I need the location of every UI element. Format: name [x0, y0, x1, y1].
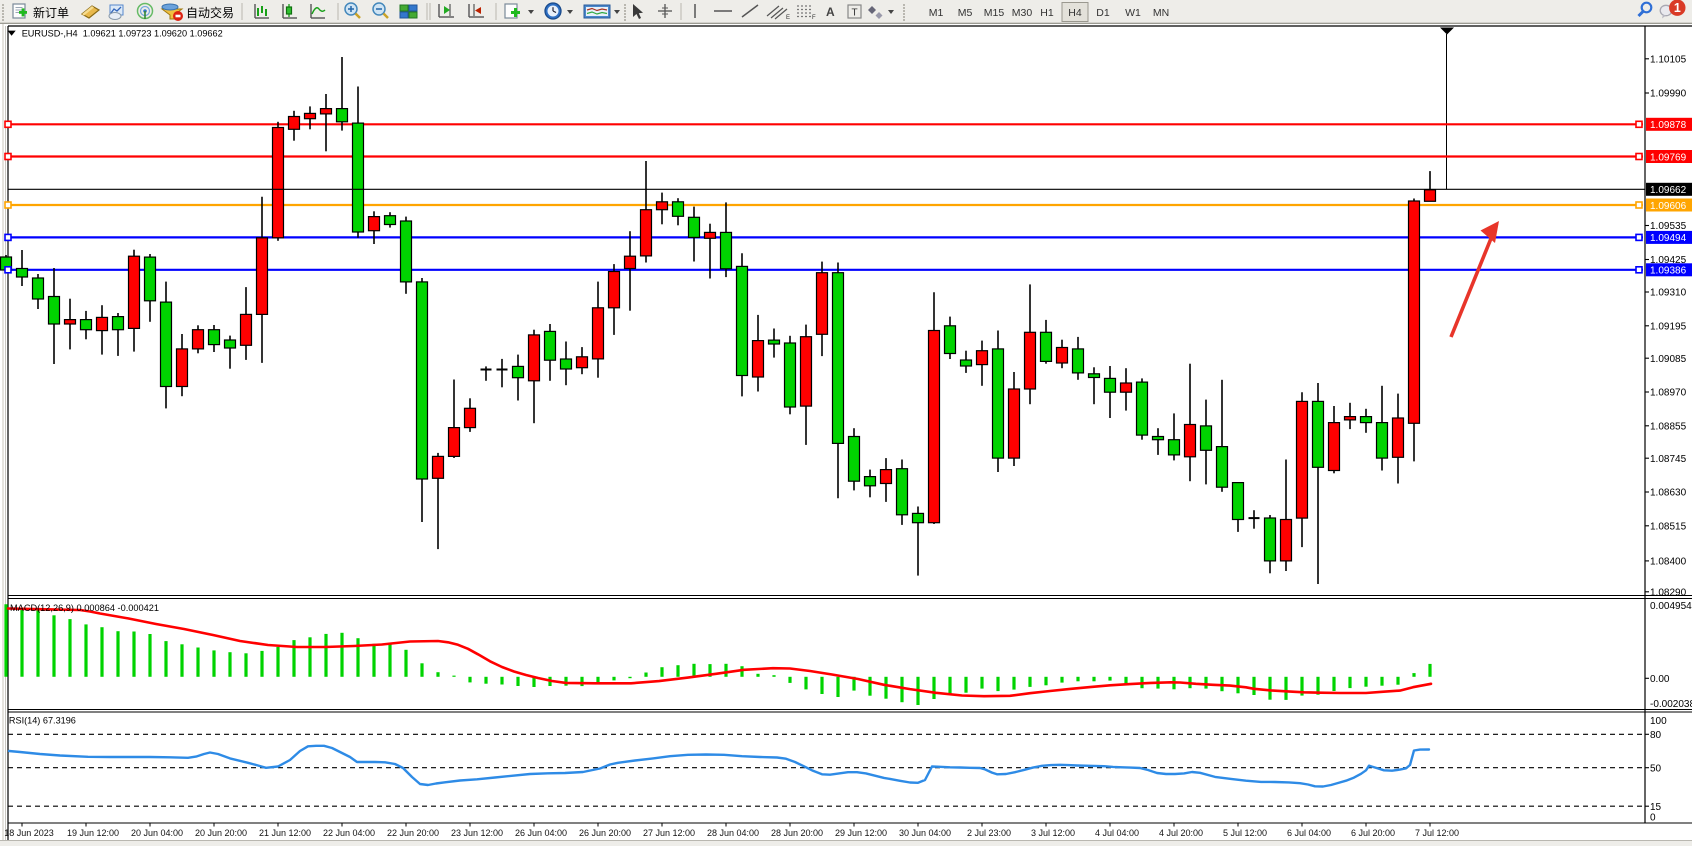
svg-text:19 Jun 12:00: 19 Jun 12:00: [67, 828, 119, 838]
svg-text:20 Jun 04:00: 20 Jun 04:00: [131, 828, 183, 838]
svg-text:M30: M30: [1012, 7, 1033, 19]
svg-text:22 Jun 20:00: 22 Jun 20:00: [387, 828, 439, 838]
svg-text:27 Jun 12:00: 27 Jun 12:00: [643, 828, 695, 838]
svg-text:1.08290: 1.08290: [1650, 587, 1687, 598]
svg-text:1.09085: 1.09085: [1650, 354, 1687, 365]
svg-text:3 Jul 12:00: 3 Jul 12:00: [1031, 828, 1075, 838]
svg-text:2 Jul 23:00: 2 Jul 23:00: [967, 828, 1011, 838]
svg-text:1.09990: 1.09990: [1650, 89, 1687, 100]
svg-text:T: T: [851, 8, 857, 19]
svg-text:26 Jun 20:00: 26 Jun 20:00: [579, 828, 631, 838]
svg-text:28 Jun 04:00: 28 Jun 04:00: [707, 828, 759, 838]
svg-text:5 Jul 12:00: 5 Jul 12:00: [1223, 828, 1267, 838]
svg-text:1.09386: 1.09386: [1650, 266, 1687, 277]
svg-text:7 Jul 12:00: 7 Jul 12:00: [1415, 828, 1459, 838]
svg-text:1.08745: 1.08745: [1650, 454, 1687, 465]
svg-text:H1: H1: [1040, 7, 1054, 19]
svg-text:4 Jul 20:00: 4 Jul 20:00: [1159, 828, 1203, 838]
svg-text:1.09310: 1.09310: [1650, 288, 1687, 299]
svg-text:22 Jun 04:00: 22 Jun 04:00: [323, 828, 375, 838]
svg-text:18 Jun 2023: 18 Jun 2023: [4, 828, 54, 838]
svg-text:新订单: 新订单: [33, 5, 69, 20]
svg-text:A: A: [826, 5, 835, 19]
svg-text:1.09662: 1.09662: [1650, 185, 1687, 196]
svg-text:30 Jun 04:00: 30 Jun 04:00: [899, 828, 951, 838]
svg-text:1.08515: 1.08515: [1650, 521, 1687, 532]
svg-text:1.08630: 1.08630: [1650, 488, 1687, 499]
svg-text:15: 15: [1650, 802, 1662, 813]
svg-text:1.09494: 1.09494: [1650, 233, 1687, 244]
svg-text:23 Jun 12:00: 23 Jun 12:00: [451, 828, 503, 838]
svg-text:28 Jun 20:00: 28 Jun 20:00: [771, 828, 823, 838]
svg-text:1: 1: [1674, 1, 1681, 15]
svg-text:H4: H4: [1068, 7, 1082, 19]
svg-text:1.09535: 1.09535: [1650, 221, 1687, 232]
svg-text:1.09769: 1.09769: [1650, 152, 1687, 163]
svg-text:M1: M1: [929, 7, 944, 19]
svg-text:4 Jul 04:00: 4 Jul 04:00: [1095, 828, 1139, 838]
svg-text:1.10105: 1.10105: [1650, 54, 1687, 65]
svg-text:自动交易: 自动交易: [186, 5, 234, 20]
svg-text:1.08400: 1.08400: [1650, 557, 1687, 568]
svg-text:W1: W1: [1125, 7, 1141, 19]
svg-text:0: 0: [1650, 813, 1656, 824]
svg-text:6 Jul 04:00: 6 Jul 04:00: [1287, 828, 1331, 838]
svg-text:MACD(12,26,9) 0.000864 -0.0004: MACD(12,26,9) 0.000864 -0.000421: [10, 603, 159, 613]
svg-text:1.09195: 1.09195: [1650, 321, 1687, 332]
svg-text:1.08855: 1.08855: [1650, 421, 1687, 432]
svg-text:26 Jun 04:00: 26 Jun 04:00: [515, 828, 567, 838]
svg-text:0.00: 0.00: [1650, 674, 1670, 685]
svg-text:29 Jun 12:00: 29 Jun 12:00: [835, 828, 887, 838]
svg-text:M5: M5: [958, 7, 973, 19]
svg-text:RSI(14) 67.3196: RSI(14) 67.3196: [9, 716, 76, 726]
svg-text:50: 50: [1650, 763, 1662, 774]
svg-text:M15: M15: [984, 7, 1005, 19]
svg-text:F: F: [812, 15, 816, 21]
svg-text:MN: MN: [1153, 7, 1169, 19]
svg-text:1.09425: 1.09425: [1650, 255, 1687, 266]
svg-text:1.08970: 1.08970: [1650, 388, 1687, 399]
svg-text:EURUSD-,H4 1.09621 1.09723 1.: EURUSD-,H4 1.09621 1.09723 1.09620 1.096…: [22, 27, 223, 38]
svg-text:80: 80: [1650, 730, 1662, 741]
svg-text:0.004954: 0.004954: [1650, 601, 1692, 612]
svg-text:21 Jun 12:00: 21 Jun 12:00: [259, 828, 311, 838]
svg-text:1.09606: 1.09606: [1650, 201, 1687, 212]
svg-text:-0.002038: -0.002038: [1650, 699, 1692, 710]
svg-text:100: 100: [1650, 716, 1667, 727]
svg-text:20 Jun 20:00: 20 Jun 20:00: [195, 828, 247, 838]
svg-text:D1: D1: [1096, 7, 1110, 19]
svg-text:6 Jul 20:00: 6 Jul 20:00: [1351, 828, 1395, 838]
svg-text:1.09878: 1.09878: [1650, 120, 1687, 131]
svg-text:E: E: [786, 15, 790, 21]
